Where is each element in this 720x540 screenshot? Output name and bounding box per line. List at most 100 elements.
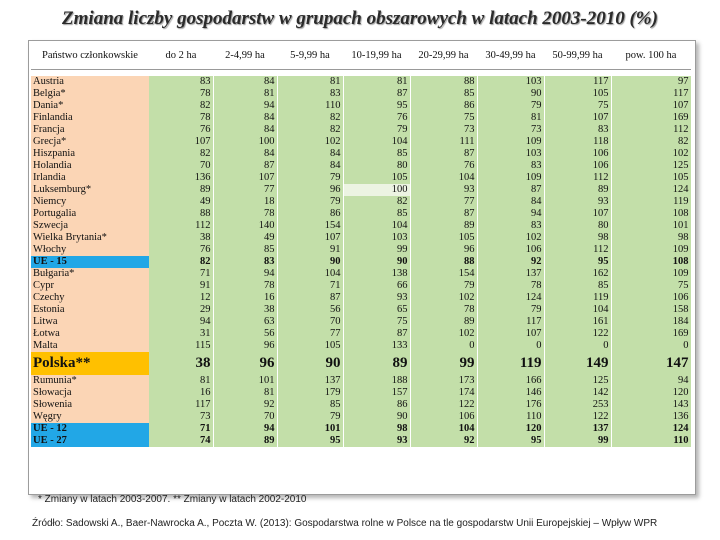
value-cell: 93 (544, 196, 612, 208)
value-cell: 85 (343, 148, 411, 160)
value-cell: 92 (477, 256, 545, 268)
value-cell: 110 (611, 435, 692, 447)
table-row: Niemcy 49 18 79 82 77 84 93 119 (31, 196, 692, 208)
value-cell: 83 (544, 124, 612, 136)
value-cell: 66 (343, 280, 411, 292)
value-cell: 0 (544, 340, 612, 352)
value-cell: 173 (410, 375, 478, 387)
table-row: UE - 15 82 83 90 90 88 92 95 108 (31, 256, 692, 268)
value-cell: 73 (477, 124, 545, 136)
table-row: Luksemburg* 89 77 96 100 93 87 89 124 (31, 184, 692, 196)
value-cell: 102 (277, 136, 344, 148)
value-cell: 188 (343, 375, 411, 387)
value-cell: 253 (544, 399, 612, 411)
value-cell: 124 (477, 292, 545, 304)
value-cell: 82 (611, 136, 692, 148)
country-name: Portugalia (31, 208, 149, 220)
country-name: Czechy (31, 292, 149, 304)
value-cell: 107 (477, 328, 545, 340)
value-cell: 147 (611, 352, 692, 375)
value-cell: 82 (277, 124, 344, 136)
value-cell: 85 (213, 244, 278, 256)
table-row: Słowenia 117 92 85 86 122 176 253 143 (31, 399, 692, 411)
country-name: Cypr (31, 280, 149, 292)
table-row: Malta 115 96 105 133 0 0 0 0 (31, 340, 692, 352)
spacer-row (31, 69, 691, 76)
value-cell: 92 (410, 435, 478, 447)
value-cell: 87 (277, 292, 344, 304)
table-row: UE - 27 74 89 95 93 92 95 99 110 (31, 435, 692, 447)
value-cell: 95 (544, 256, 612, 268)
country-name: Irlandia (31, 172, 149, 184)
value-cell: 109 (477, 172, 545, 184)
value-cell: 82 (149, 148, 214, 160)
value-cell: 65 (343, 304, 411, 316)
value-cell: 169 (611, 328, 692, 340)
value-cell: 102 (410, 292, 478, 304)
table-row: Węgry 73 70 79 90 106 110 122 136 (31, 411, 692, 423)
value-cell: 105 (343, 172, 411, 184)
value-cell: 133 (343, 340, 411, 352)
value-cell: 76 (149, 124, 214, 136)
value-cell: 95 (277, 435, 344, 447)
value-cell: 87 (410, 148, 478, 160)
value-cell: 76 (343, 112, 411, 124)
value-cell: 117 (611, 88, 692, 100)
value-cell: 80 (343, 160, 411, 172)
header-col: 50-99,99 ha (544, 43, 611, 70)
value-cell: 77 (277, 328, 344, 340)
value-cell: 16 (149, 387, 214, 399)
value-cell: 97 (611, 76, 692, 88)
value-cell: 120 (611, 387, 692, 399)
value-cell: 162 (544, 268, 612, 280)
value-cell: 49 (149, 196, 214, 208)
value-cell: 89 (544, 184, 612, 196)
value-cell: 38 (213, 304, 278, 316)
value-cell: 87 (213, 160, 278, 172)
value-cell: 83 (277, 88, 344, 100)
value-cell: 122 (410, 399, 478, 411)
page-title: Zmiana liczby gospodarstw w grupach obsz… (62, 8, 658, 29)
country-name: Hiszpania (31, 148, 149, 160)
table-row: Rumunia* 81 101 137 188 173 166 125 94 (31, 375, 692, 387)
value-cell: 107 (149, 136, 214, 148)
value-cell: 109 (611, 244, 692, 256)
value-cell: 117 (477, 316, 545, 328)
value-cell: 137 (544, 423, 612, 435)
value-cell: 75 (343, 316, 411, 328)
country-name: Włochy (31, 244, 149, 256)
value-cell: 49 (213, 232, 278, 244)
value-cell: 119 (611, 196, 692, 208)
country-name: Słowacja (31, 387, 149, 399)
header-col: 30-49,99 ha (477, 43, 544, 70)
value-cell: 107 (277, 232, 344, 244)
value-cell: 56 (277, 304, 344, 316)
value-cell: 81 (213, 88, 278, 100)
value-cell: 79 (410, 280, 478, 292)
value-cell: 98 (343, 423, 411, 435)
value-cell: 110 (477, 411, 545, 423)
value-cell: 76 (410, 160, 478, 172)
table-row: Portugalia 88 78 86 85 87 94 107 108 (31, 208, 692, 220)
value-cell: 79 (343, 124, 411, 136)
country-name: Dania* (31, 100, 149, 112)
value-cell: 79 (277, 196, 344, 208)
value-cell: 103 (477, 76, 545, 88)
value-cell: 87 (410, 208, 478, 220)
value-cell: 87 (477, 184, 545, 196)
table-row: Cypr 91 78 71 66 79 78 85 75 (31, 280, 692, 292)
value-cell: 179 (277, 387, 344, 399)
value-cell: 117 (544, 76, 612, 88)
value-cell: 81 (477, 112, 545, 124)
value-cell: 75 (611, 280, 692, 292)
value-cell: 81 (277, 76, 344, 88)
value-cell: 0 (611, 340, 692, 352)
country-name: Szwecja (31, 220, 149, 232)
table-row: Estonia 29 38 56 65 78 79 104 158 (31, 304, 692, 316)
value-cell: 99 (544, 435, 612, 447)
country-name: Belgia* (31, 88, 149, 100)
country-name: UE - 12 (31, 423, 149, 435)
table-row: Szwecja 112 140 154 104 89 83 80 101 (31, 220, 692, 232)
value-cell: 103 (477, 148, 545, 160)
value-cell: 63 (213, 316, 278, 328)
